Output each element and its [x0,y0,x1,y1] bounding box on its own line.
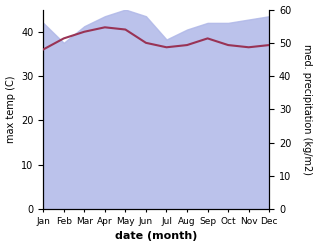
Y-axis label: max temp (C): max temp (C) [5,76,16,143]
X-axis label: date (month): date (month) [115,231,197,242]
Y-axis label: med. precipitation (kg/m2): med. precipitation (kg/m2) [302,44,313,175]
